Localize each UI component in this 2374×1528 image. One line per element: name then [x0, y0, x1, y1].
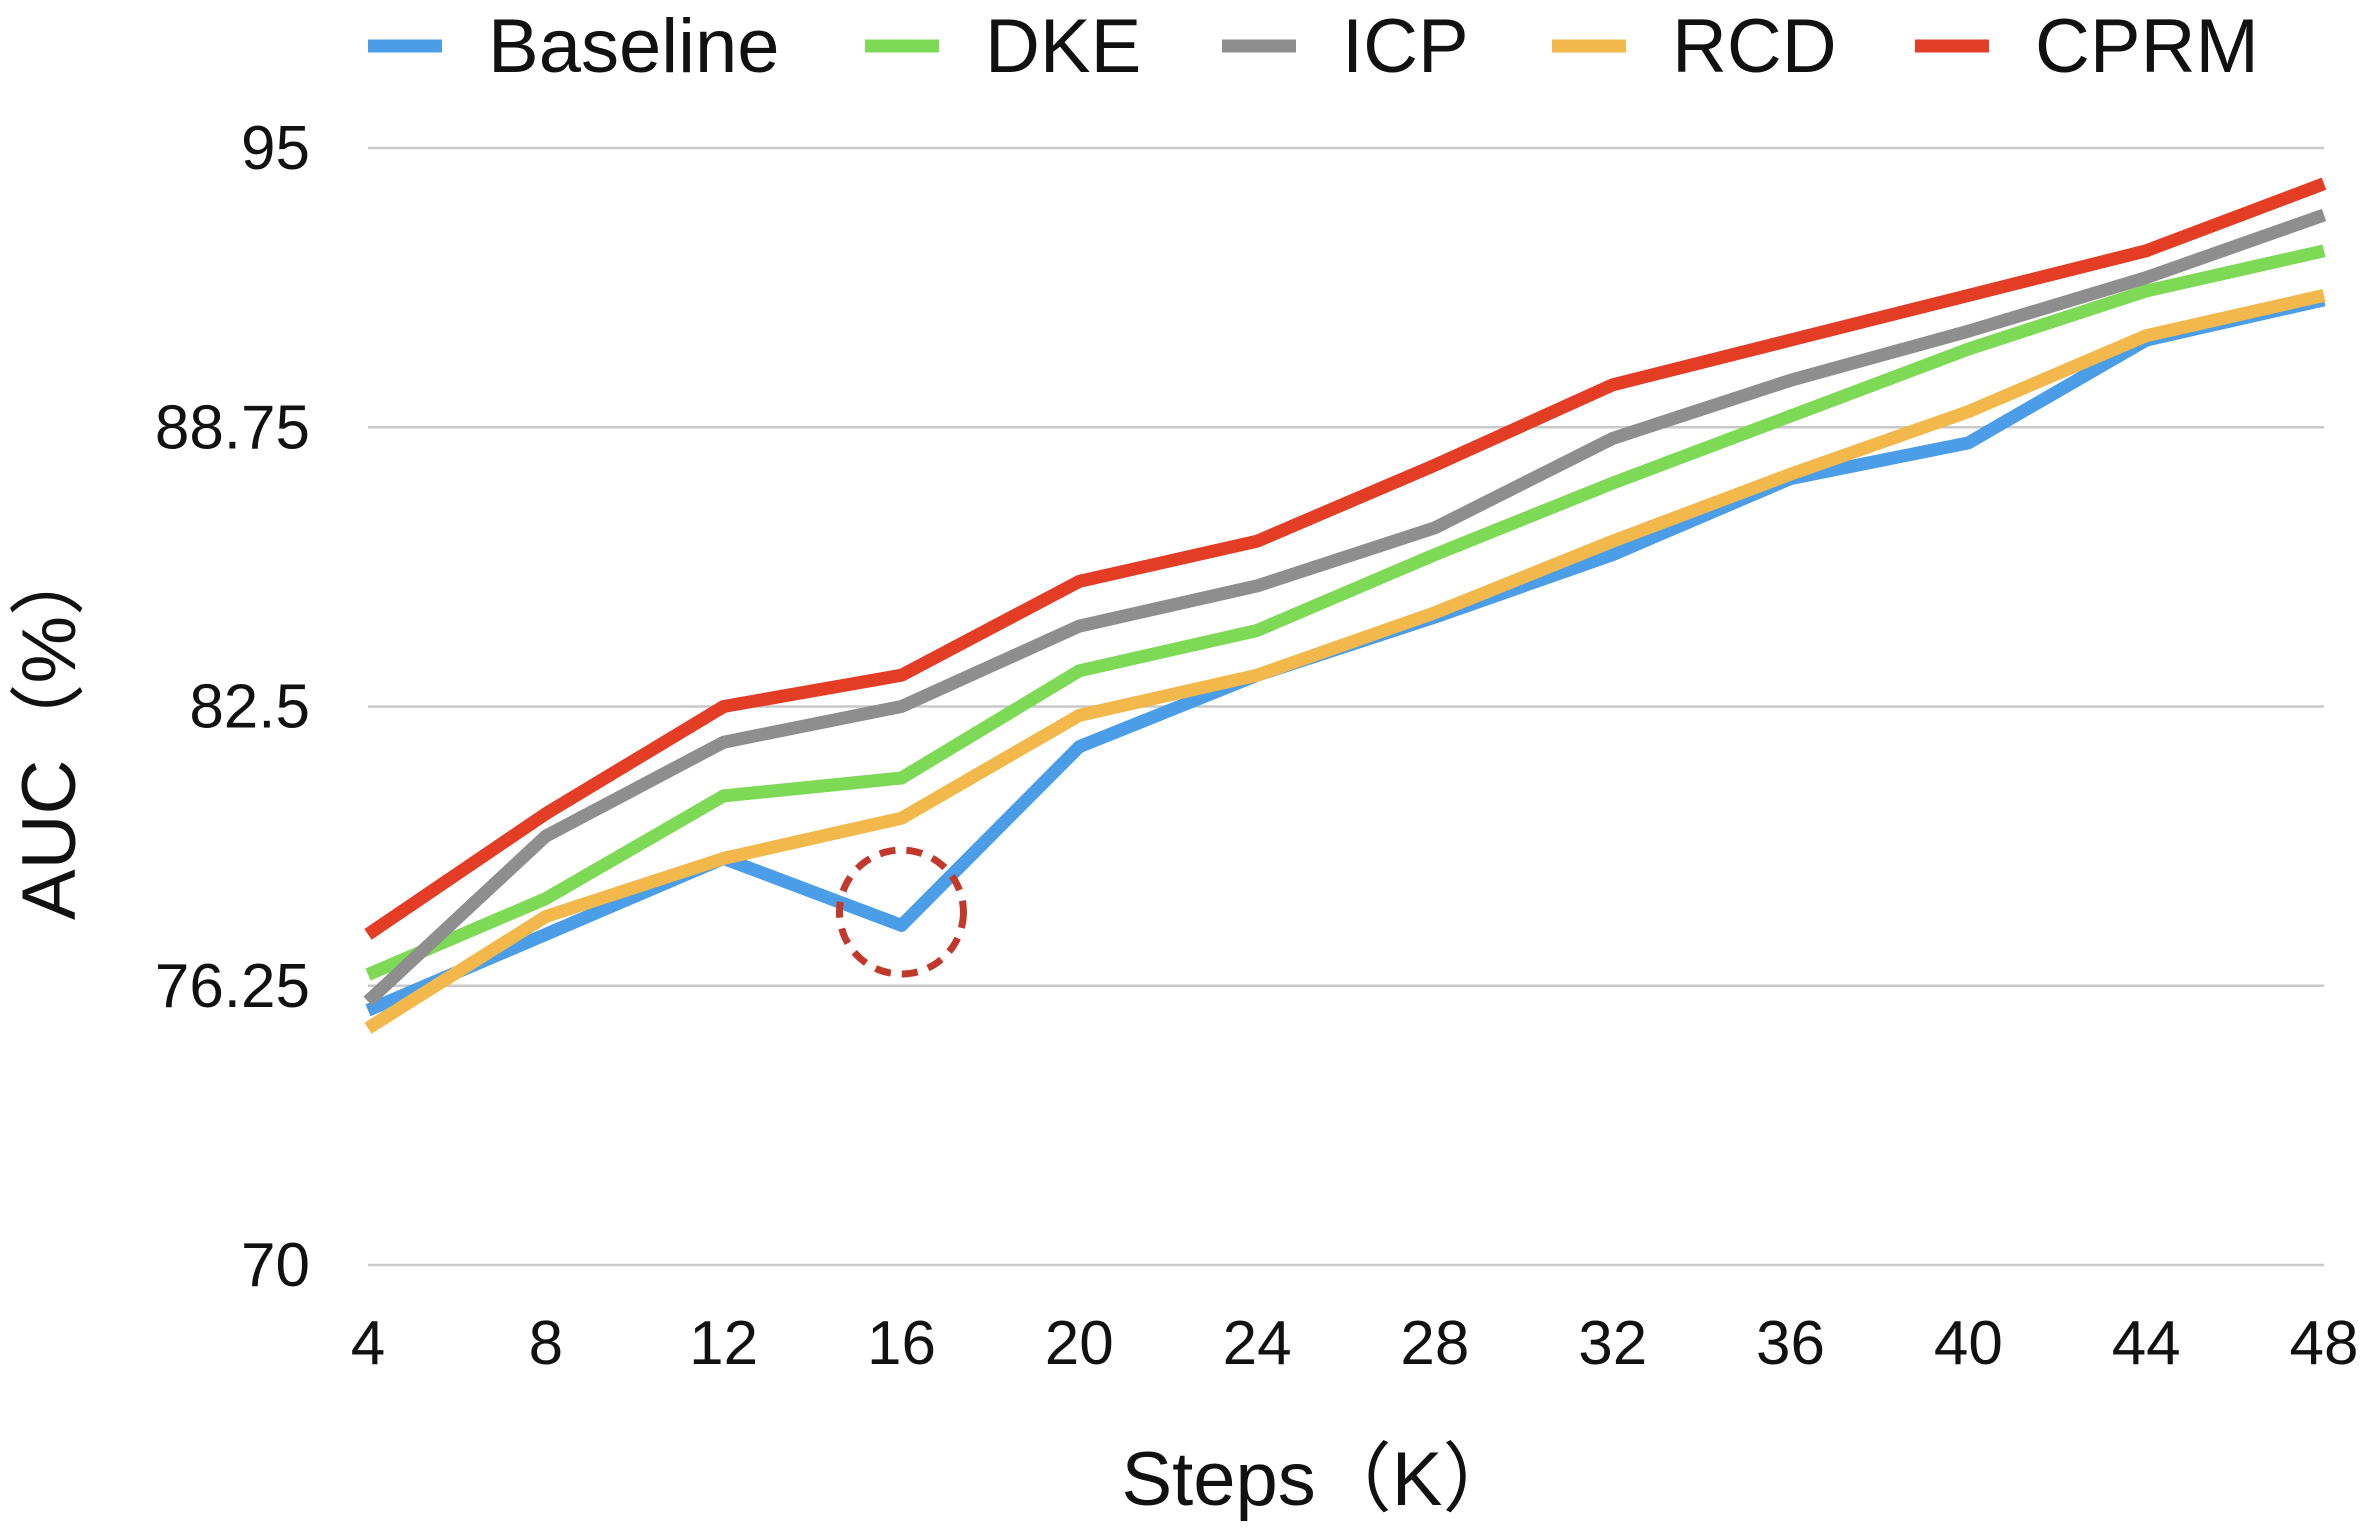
y-tick-label: 82.5	[189, 673, 310, 742]
x-tick-label: 16	[867, 1309, 936, 1378]
legend-label: CPRM	[2035, 4, 2259, 89]
legend-label: ICP	[1342, 4, 1469, 89]
x-tick-label: 44	[2112, 1309, 2181, 1378]
legend-item-icp: ICP	[1222, 4, 1469, 89]
x-axis-ticks: 4 8 12 16 20 24 28 32 36 40 44 48	[351, 1309, 2359, 1378]
y-tick-label: 88.75	[155, 393, 310, 462]
annotations	[835, 846, 967, 978]
legend-item-dke: DKE	[865, 4, 1141, 89]
dashed-circle-annotation	[835, 846, 967, 978]
x-tick-label: 36	[1756, 1309, 1825, 1378]
x-axis-title: Steps（K）	[1121, 1437, 1518, 1522]
y-tick-label: 70	[241, 1231, 310, 1300]
x-tick-label: 12	[689, 1309, 758, 1378]
legend-item-cprm: CPRM	[1915, 4, 2259, 89]
x-tick-label: 24	[1223, 1309, 1292, 1378]
series-line-baseline	[365, 293, 2326, 1017]
y-tick-label: 95	[241, 114, 310, 183]
y-axis-ticks: 70 76.25 82.5 88.75 95	[155, 114, 310, 1300]
series-line-rcd	[364, 289, 2326, 1034]
x-tick-label: 40	[1934, 1309, 2003, 1378]
y-tick-label: 76.25	[155, 952, 310, 1021]
y-axis-title: AUC（%）	[7, 540, 92, 920]
legend-label: DKE	[985, 4, 1141, 89]
x-tick-label: 20	[1045, 1309, 1114, 1378]
legend-item-rcd: RCD	[1552, 4, 1837, 89]
x-tick-label: 28	[1400, 1309, 1469, 1378]
series-line-dke	[365, 244, 2326, 981]
legend-label: RCD	[1672, 4, 1837, 89]
x-tick-label: 4	[351, 1309, 385, 1378]
series-lines	[363, 177, 2327, 1034]
x-tick-label: 32	[1578, 1309, 1647, 1378]
x-tick-label: 48	[2290, 1309, 2359, 1378]
x-tick-label: 8	[529, 1309, 563, 1378]
legend-label: Baseline	[488, 4, 780, 89]
series-line-icp	[363, 208, 2327, 1007]
series-line-cprm	[364, 177, 2327, 940]
legend: Baseline DKE ICP RCD CPRM	[368, 4, 2259, 89]
legend-item-baseline: Baseline	[368, 4, 780, 89]
